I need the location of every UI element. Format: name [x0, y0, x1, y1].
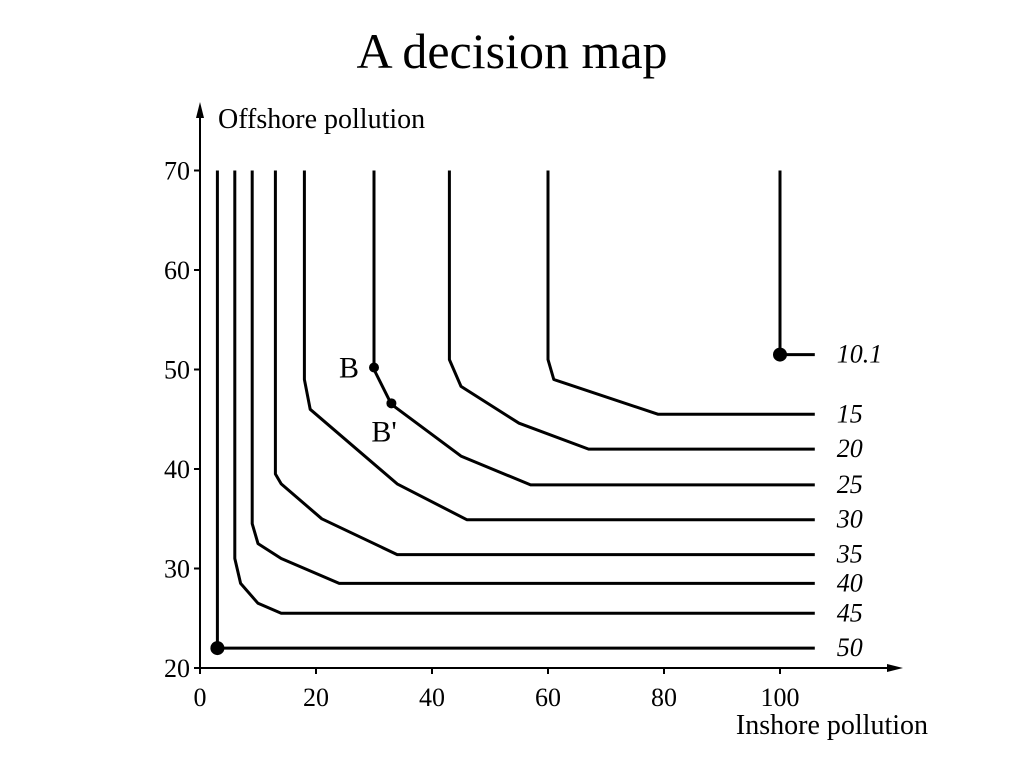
curve-10-1 [778, 170, 815, 357]
curve-label: 15 [837, 399, 863, 428]
x-tick-label: 20 [303, 683, 329, 712]
point-marker [386, 398, 397, 409]
point-marker [210, 641, 225, 656]
curve-40 [250, 170, 815, 585]
x-tick-label: 80 [651, 683, 677, 712]
y-tick-label: 60 [164, 256, 190, 285]
curve-30 [302, 170, 815, 522]
y-tick-label: 50 [164, 356, 190, 385]
y-tick-label: 40 [164, 455, 190, 484]
y-axis-label: Offshore pollution [218, 104, 425, 135]
curve-label: 40 [837, 568, 863, 597]
x-tick-label: 100 [761, 683, 800, 712]
x-tick-label: 40 [419, 683, 445, 712]
curve-label: 10.1 [837, 340, 883, 369]
curve-label: 20 [837, 434, 863, 463]
curve-label: 30 [836, 505, 863, 534]
point-label: B' [371, 415, 396, 448]
curve-label: 50 [837, 633, 863, 662]
point-marker [369, 362, 379, 373]
chart-title: A decision map [356, 23, 668, 79]
point-markers: B B' [210, 347, 787, 656]
curve-20 [447, 170, 815, 451]
x-tick-label: 60 [535, 683, 561, 712]
y-axis-arrow [196, 102, 204, 118]
x-tick-label: 0 [194, 683, 207, 712]
curve-50 [215, 170, 815, 650]
x-axis-label: Inshore pollution [736, 710, 928, 741]
curve-45 [233, 170, 815, 615]
curve-15 [546, 170, 815, 416]
curve-label: 45 [837, 598, 863, 627]
y-tick-label: 70 [164, 157, 190, 186]
x-axis-arrow [887, 664, 903, 672]
point-marker [773, 347, 787, 362]
curve-35 [273, 170, 815, 557]
y-tick-label: 20 [164, 654, 190, 683]
point-label: B [339, 352, 359, 385]
curve-label: 25 [837, 470, 863, 499]
curve-label: 35 [836, 540, 863, 569]
y-tick-label: 30 [164, 555, 190, 584]
curve-25 [372, 170, 815, 487]
